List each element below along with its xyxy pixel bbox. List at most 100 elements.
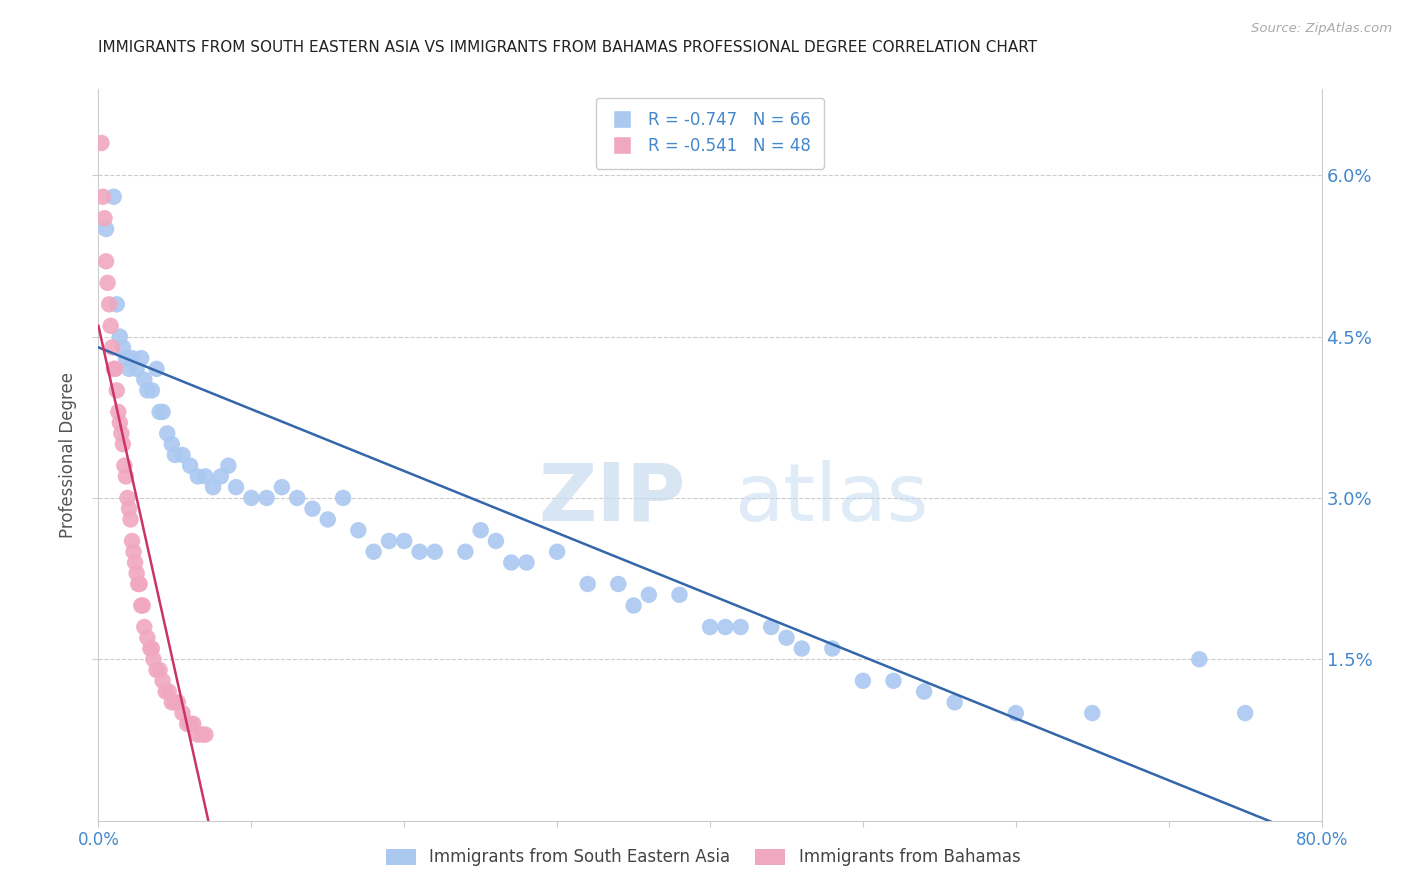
Point [134,620,156,634]
Text: ZIP: ZIP [538,459,686,538]
Point [187,469,209,483]
Point [121,533,143,548]
Point [179,458,201,473]
Point [576,577,599,591]
Point [160,437,183,451]
Point [103,362,125,376]
Point [301,501,323,516]
Point [107,405,129,419]
Point [699,620,721,634]
Point [163,695,186,709]
Point [759,620,782,634]
Point [217,458,239,473]
Point [546,545,568,559]
Text: IMMIGRANTS FROM SOUTH EASTERN ASIA VS IMMIGRANTS FROM BAHAMAS PROFESSIONAL DEGRE: IMMIGRANTS FROM SOUTH EASTERN ASIA VS IM… [98,40,1038,55]
Point [943,695,966,709]
Point [157,684,180,698]
Point [97,276,120,290]
Point [94,254,117,268]
Point [90,136,112,150]
Point [485,533,508,548]
Point [142,652,165,666]
Point [155,684,177,698]
Point [103,190,125,204]
Point [125,566,148,581]
Point [163,448,186,462]
Point [101,340,124,354]
Point [115,351,138,365]
Point [145,663,167,677]
Point [194,728,217,742]
Point [110,426,132,441]
Point [179,716,201,731]
Point [912,684,935,698]
Point [105,297,128,311]
Point [181,716,204,731]
Point [637,588,661,602]
Point [117,491,139,505]
Text: Source: ZipAtlas.com: Source: ZipAtlas.com [1251,22,1392,36]
Point [136,631,159,645]
Point [127,577,149,591]
Point [1081,706,1104,720]
Point [122,545,145,559]
Point [172,706,194,720]
Point [270,480,292,494]
Point [454,545,477,559]
Point [285,491,308,505]
Point [104,362,127,376]
Point [821,641,844,656]
Point [256,491,278,505]
Y-axis label: Professional Degree: Professional Degree [59,372,77,538]
Point [408,545,430,559]
Point [136,384,159,398]
Point [516,556,538,570]
Point [332,491,354,505]
Point [129,351,152,365]
Point [501,556,523,570]
Point [105,384,128,398]
Point [172,448,194,462]
Point [152,405,174,419]
Point [120,512,142,526]
Legend: Immigrants from South Eastern Asia, Immigrants from Bahamas: Immigrants from South Eastern Asia, Immi… [377,840,1029,875]
Point [1234,706,1257,720]
Legend: R = -0.747   N = 66, R = -0.541   N = 48: R = -0.747 N = 66, R = -0.541 N = 48 [596,97,824,169]
Point [209,469,232,483]
Point [118,362,141,376]
Point [129,599,152,613]
Text: atlas: atlas [734,459,929,538]
Point [145,362,167,376]
Point [852,673,875,688]
Point [225,480,247,494]
Point [714,620,737,634]
Point [176,716,198,731]
Point [202,480,225,494]
Point [111,437,134,451]
Point [378,533,401,548]
Point [790,641,813,656]
Point [149,405,172,419]
Point [108,416,131,430]
Point [1004,706,1026,720]
Point [194,469,217,483]
Point [363,545,385,559]
Point [316,512,339,526]
Point [775,631,797,645]
Point [149,663,172,677]
Point [91,190,114,204]
Point [730,620,752,634]
Point [167,695,190,709]
Point [108,329,131,343]
Point [423,545,446,559]
Point [124,556,146,570]
Point [98,297,121,311]
Point [139,641,162,656]
Point [111,340,134,354]
Point [121,351,143,365]
Point [134,373,156,387]
Point [141,641,163,656]
Point [668,588,690,602]
Point [470,523,492,537]
Point [128,577,150,591]
